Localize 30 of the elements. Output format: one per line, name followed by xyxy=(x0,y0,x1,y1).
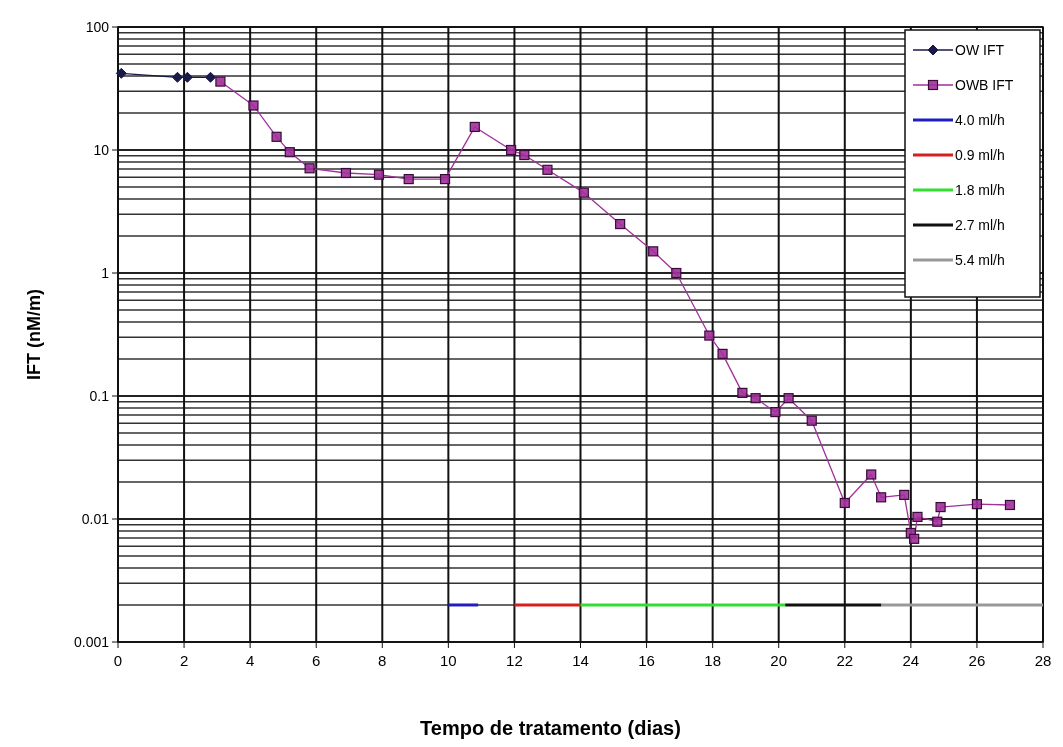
y-tick-label: 0.1 xyxy=(89,388,110,404)
x-tick-label: 20 xyxy=(770,652,788,669)
x-tick-label: 0 xyxy=(113,652,123,669)
y-tick-label: 1 xyxy=(101,265,110,281)
x-tick-label: 12 xyxy=(506,652,523,669)
x-tick-label: 26 xyxy=(968,652,986,669)
y-tick-label: 100 xyxy=(85,19,110,35)
x-tick-label: 14 xyxy=(572,652,589,669)
x-tick-label: 8 xyxy=(378,652,387,669)
y-tick-label: 10 xyxy=(93,142,110,158)
x-tick-label: 10 xyxy=(440,652,457,669)
x-axis-title: Tempo de tratamento (dias) xyxy=(420,717,681,739)
x-tick-label: 28 xyxy=(1034,652,1052,669)
x-tick-label: 18 xyxy=(704,652,721,669)
y-axis-title: IFT (nM/m) xyxy=(24,289,44,380)
legend-label: 0.9 ml/h xyxy=(955,147,1005,163)
legend-label: 4.0 ml/h xyxy=(955,112,1005,128)
y-tick-label: 0.01 xyxy=(81,511,110,527)
legend-label: OW IFT xyxy=(955,42,1005,58)
legend-label: 1.8 ml/h xyxy=(955,182,1005,198)
x-tick-label: 22 xyxy=(836,652,854,669)
x-tick-label: 2 xyxy=(179,652,189,669)
x-tick-label: 24 xyxy=(902,652,920,669)
x-tick-label: 4 xyxy=(245,652,255,669)
y-tick-label: 0.001 xyxy=(73,634,110,650)
x-tick-label: 16 xyxy=(638,652,655,669)
legend-label: 2.7 ml/h xyxy=(955,217,1005,233)
legend-label: 5.4 ml/h xyxy=(955,252,1005,268)
x-tick-label: 6 xyxy=(312,652,321,669)
legend-label: OWB IFT xyxy=(955,77,1014,93)
